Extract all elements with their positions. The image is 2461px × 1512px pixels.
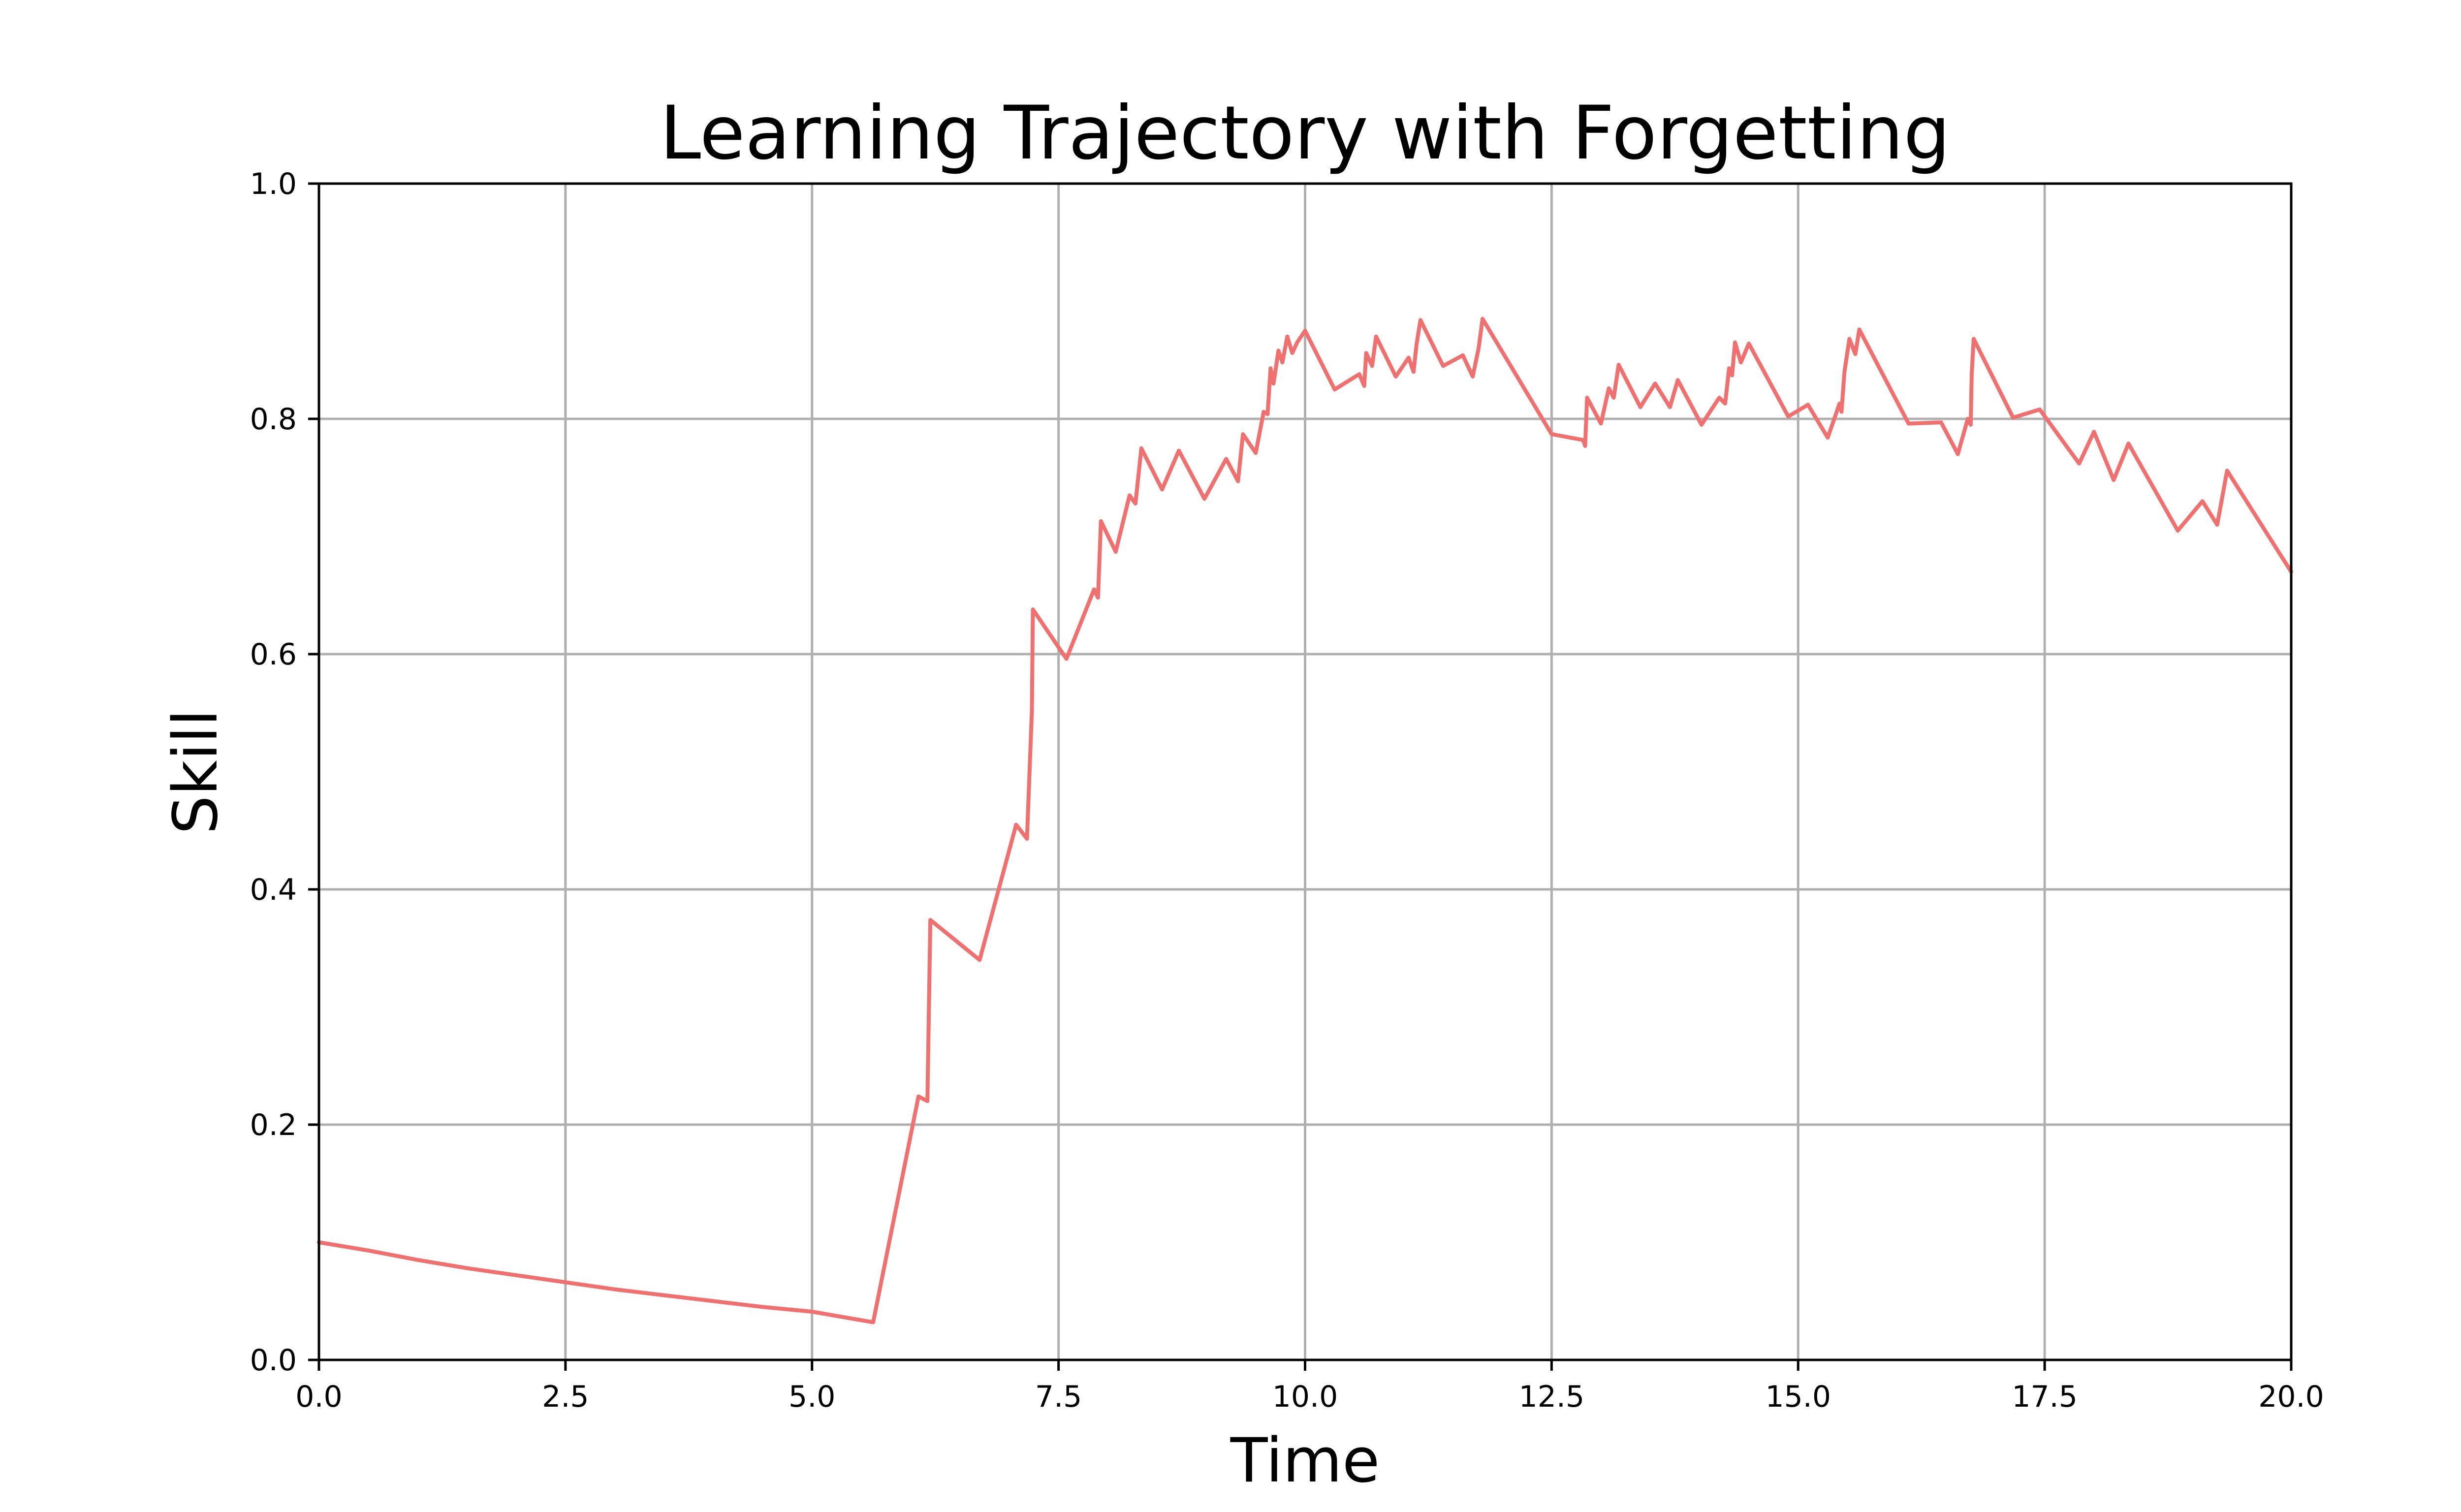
- axis-ticks: 0.0 2.5 5.0 7.5 10.0 12.5 15.0 17.5 20.0 0.0 0.2 0.…: [250, 167, 2324, 1414]
- y-tick-label: 0.0: [250, 1343, 297, 1378]
- x-tick-label: 5.0: [789, 1380, 835, 1414]
- series-line: [317, 316, 2293, 1324]
- series-group: [317, 316, 2293, 1324]
- x-tick-label: 0.0: [295, 1380, 342, 1414]
- x-tick-label: 20.0: [2258, 1380, 2324, 1414]
- chart-title: Learning Trajectory with Forgetting: [660, 91, 1951, 176]
- y-tick-label: 0.8: [250, 402, 297, 437]
- x-tick-label: 10.0: [1272, 1380, 1338, 1414]
- x-tick-label: 15.0: [1765, 1380, 1831, 1414]
- x-tick-label: 7.5: [1035, 1380, 1082, 1414]
- y-tick-label: 0.6: [250, 637, 297, 672]
- y-axis-label: Skill: [160, 709, 231, 834]
- y-tick-label: 0.2: [250, 1108, 297, 1142]
- y-tick-label: 0.4: [250, 873, 297, 907]
- y-tick-label: 1.0: [250, 167, 297, 201]
- x-tick-label: 2.5: [542, 1380, 589, 1414]
- x-tick-label: 17.5: [2012, 1380, 2078, 1414]
- x-axis-label: Time: [1230, 1425, 1380, 1496]
- x-tick-label: 12.5: [1519, 1380, 1585, 1414]
